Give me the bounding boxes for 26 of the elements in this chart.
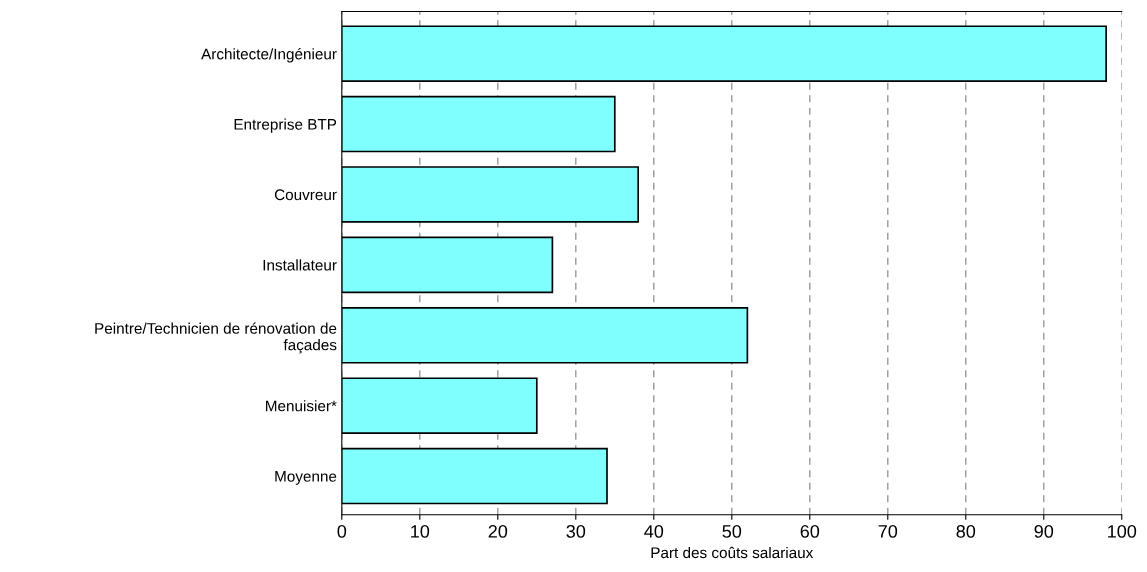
x-tick-label: 40 bbox=[644, 525, 664, 538]
x-tick-label: 0 bbox=[337, 525, 347, 538]
bar bbox=[341, 25, 1108, 82]
y-tick-label: Installateur bbox=[263, 259, 337, 271]
bar bbox=[341, 306, 749, 364]
x-tick-label: 50 bbox=[722, 525, 742, 538]
y-tick-label: Entreprise BTP bbox=[234, 118, 337, 133]
x-axis-title: Part des coûts salariaux bbox=[651, 546, 814, 559]
x-tick-label: 80 bbox=[956, 525, 976, 538]
y-tick-label: Couvreur bbox=[274, 189, 337, 201]
y-tick-label: Moyenne bbox=[275, 471, 337, 485]
x-tick-label: 90 bbox=[1034, 525, 1054, 538]
x-tick-label: 100 bbox=[1108, 525, 1137, 538]
y-tick-label: Menuisier* bbox=[266, 400, 337, 412]
bar bbox=[341, 236, 554, 294]
x-tick-label: 30 bbox=[566, 525, 586, 538]
y-tick-label: Architecte/Ingénieur bbox=[201, 48, 337, 63]
y-tick-label: Peintre/Technicien de rénovation de façades bbox=[95, 322, 337, 354]
bar bbox=[341, 166, 640, 223]
bar bbox=[341, 377, 538, 434]
x-tick-label: 10 bbox=[411, 525, 430, 538]
x-tick-label: 70 bbox=[878, 525, 898, 538]
x-tick-label: 20 bbox=[488, 525, 508, 538]
bar bbox=[341, 447, 608, 505]
x-tick-label: 60 bbox=[800, 525, 820, 538]
bar bbox=[341, 95, 616, 153]
